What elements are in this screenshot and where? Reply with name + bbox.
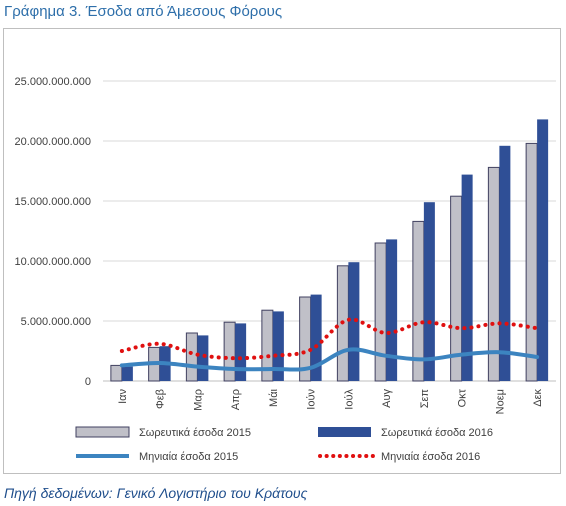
legend-label: Μηνιαία έσοδα 2016 <box>381 451 480 463</box>
line-monthly-2016 <box>119 317 540 361</box>
y-tick-label: 25.000.000.000 <box>15 76 91 88</box>
bar-cumulative-2015 <box>110 364 123 382</box>
bar-cumulative-2016 <box>348 262 360 381</box>
bar-cumulative-2016 <box>423 202 435 381</box>
legend-label: Σωρευτικά έσοδα 2015 <box>139 427 251 439</box>
bar-cumulative-2016 <box>272 311 284 381</box>
legend-swatch-cumulative-2015 <box>75 426 130 438</box>
x-tick-label: Φεβ <box>155 389 167 409</box>
bar-cumulative-2016 <box>386 239 398 381</box>
legend-label: Σωρευτικά έσοδα 2016 <box>381 427 493 439</box>
y-tick-label: 10.000.000.000 <box>15 256 91 268</box>
bar-cumulative-2016 <box>197 335 209 381</box>
line-monthly-2015 <box>119 347 540 372</box>
x-tick-label: Ιούν <box>306 389 318 410</box>
x-tick-label: Νοεμ <box>494 389 506 414</box>
x-tick-label: Οκτ <box>457 388 469 407</box>
x-tick-label: Ιούλ <box>343 389 355 410</box>
bar-cumulative-2015 <box>223 321 236 382</box>
y-tick-label: 0 <box>85 376 91 388</box>
bar-cumulative-2015 <box>374 242 387 382</box>
x-tick-label: Μαρ <box>192 389 204 411</box>
y-tick-label: 5.000.000.000 <box>21 316 91 328</box>
chart-title: Γράφημα 3. Έσοδα από Άμεσους Φόρους <box>4 3 283 20</box>
bar-cumulative-2016 <box>537 119 549 382</box>
y-tick-label: 20.000.000.000 <box>15 136 91 148</box>
x-tick-label: Σεπ <box>419 389 431 409</box>
legend-label: Μηνιαία έσοδα 2015 <box>139 451 238 463</box>
x-tick-label: Μάι <box>268 388 280 407</box>
bar-cumulative-2016 <box>310 294 322 381</box>
x-tick-label: Ιαν <box>117 389 129 404</box>
x-tick-label: Αυγ <box>381 389 393 408</box>
legend-swatch-cumulative-2016 <box>318 427 371 437</box>
x-tick-label: Δεκ <box>532 389 544 407</box>
bar-cumulative-2016 <box>499 145 511 381</box>
data-source-note: Πηγή δεδομένων: Γενικό Λογιστήριο του Κρ… <box>4 485 308 501</box>
bar-cumulative-2016 <box>235 323 247 381</box>
bar-cumulative-2015 <box>412 220 425 382</box>
bar-cumulative-2015 <box>525 142 538 382</box>
bar-cumulative-2016 <box>461 174 473 381</box>
bar-cumulative-2016 <box>121 366 133 381</box>
bar-cumulative-2015 <box>185 332 198 382</box>
x-tick-label: Απρ <box>230 389 242 410</box>
bar-cumulative-2015 <box>487 166 500 382</box>
y-tick-label: 15.000.000.000 <box>15 196 91 208</box>
